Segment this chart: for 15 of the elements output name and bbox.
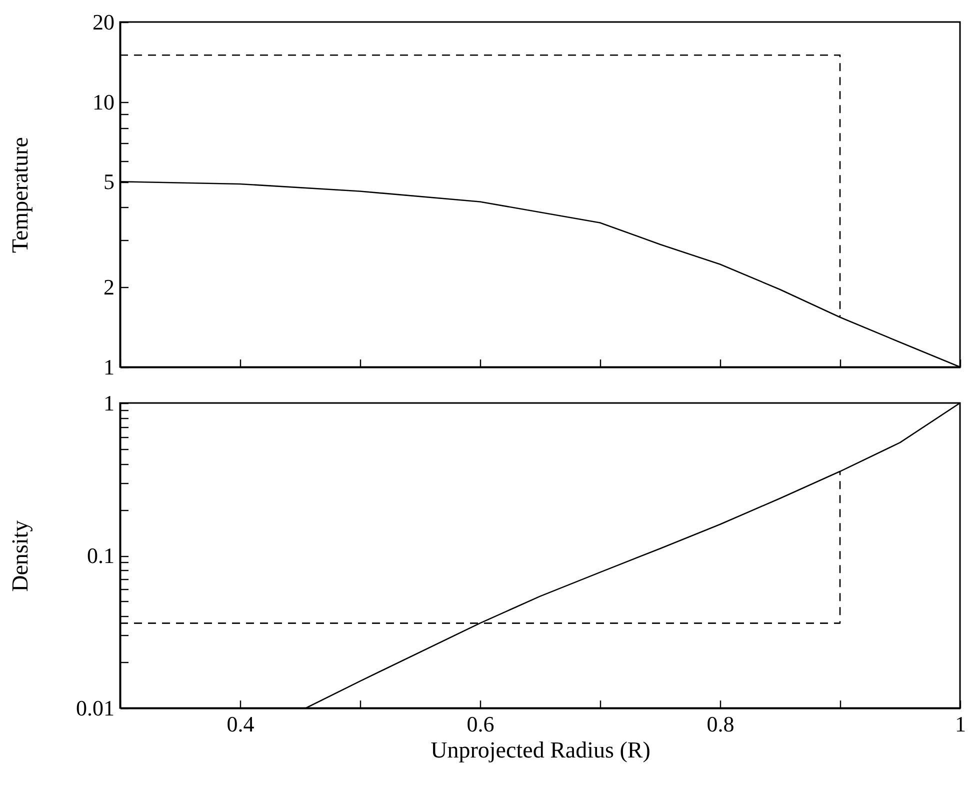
x-tick-label: 0.4 xyxy=(226,712,254,736)
y-tick-label: 0.1 xyxy=(87,543,114,568)
y-axis-title: Temperature xyxy=(8,137,32,253)
x-tick-label: 1 xyxy=(955,712,966,736)
y-tick-label: 20 xyxy=(92,10,114,34)
x-tick-label: 0.8 xyxy=(706,712,734,736)
y-tick-label: 10 xyxy=(92,89,114,114)
x-tick-label: 0.6 xyxy=(466,712,494,736)
y-tick-label: 1 xyxy=(104,354,114,380)
y-tick-label: 2 xyxy=(104,274,114,300)
y-axis-title: Density xyxy=(8,520,32,592)
x-axis-title: Unprojected Radius (R) xyxy=(430,738,650,762)
y-tick-label: 1 xyxy=(104,390,114,416)
y-tick-label: 5 xyxy=(104,169,114,194)
y-tick-label: 0.01 xyxy=(76,696,114,720)
